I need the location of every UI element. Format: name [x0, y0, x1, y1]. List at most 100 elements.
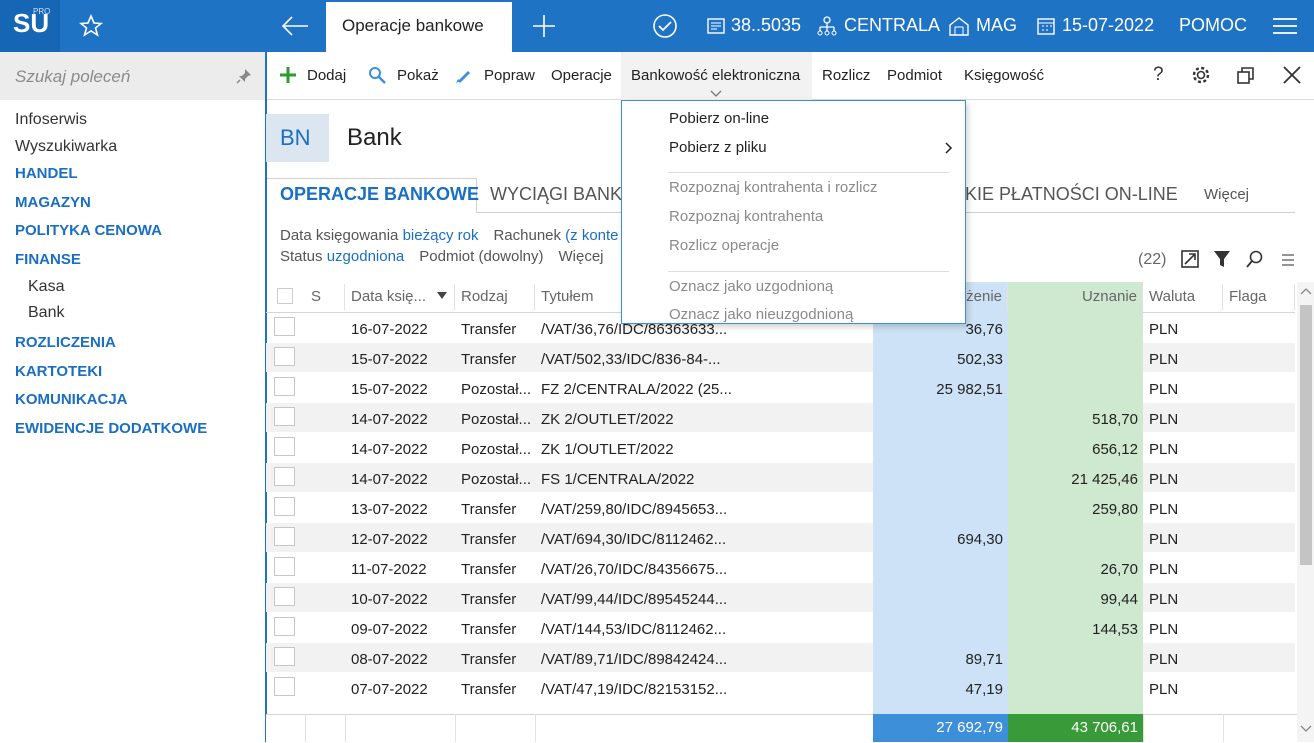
column-header[interactable]: Flaga — [1229, 288, 1267, 305]
table-cell: 14-07-2022 — [351, 441, 428, 458]
column-separator — [1142, 284, 1143, 310]
settings-icon[interactable] — [1191, 65, 1211, 85]
sidebar-item[interactable]: Infoserwis — [15, 111, 88, 128]
row-checkbox[interactable] — [274, 557, 295, 576]
filter-icon[interactable] — [1213, 250, 1231, 268]
more-icon[interactable] — [1281, 253, 1295, 267]
tab[interactable]: WYCIĄGI BANKO — [490, 184, 637, 204]
toolbar-item[interactable]: Rozlicz — [822, 67, 871, 84]
row-checkbox[interactable] — [274, 377, 295, 396]
company[interactable]: CENTRALA — [844, 15, 941, 35]
menu-item: Rozpoznaj kontrahenta i rozlicz — [669, 179, 878, 197]
row-stripe — [266, 523, 873, 552]
row-checkbox[interactable] — [274, 437, 295, 456]
menu-item: Rozlicz operacje — [669, 236, 780, 254]
menu-item[interactable]: Pobierz on-line — [669, 110, 770, 127]
hamburger-icon[interactable] — [1272, 16, 1298, 36]
row-checkbox[interactable] — [274, 347, 295, 366]
tab[interactable]: OPERACJE BANKOWE — [280, 184, 480, 204]
sidebar-item[interactable]: MAGAZYN — [15, 194, 91, 211]
sidebar-item[interactable]: FINANSE — [15, 251, 81, 268]
filter[interactable]: Data księgowania bieżący rok — [280, 227, 478, 244]
toolbar-item[interactable]: Podmiot — [887, 67, 943, 84]
table-cell: 26,70 — [1100, 561, 1138, 578]
toolbar-help[interactable]: ? — [1153, 64, 1164, 85]
row-checkbox[interactable] — [274, 317, 295, 336]
help-menu[interactable]: POMOC — [1179, 15, 1248, 35]
sidebar-item[interactable]: EWIDENCJE DODATKOWE — [15, 420, 208, 437]
table-cell: 656,12 — [1092, 441, 1138, 458]
row-checkbox[interactable] — [274, 467, 295, 486]
sidebar-item[interactable]: ROZLICZENIA — [15, 334, 116, 351]
pin-icon[interactable] — [236, 68, 252, 84]
row-checkbox[interactable] — [274, 497, 295, 516]
row-checkbox[interactable] — [274, 677, 295, 696]
doc-number[interactable]: 38..5035 — [731, 15, 802, 35]
warehouse[interactable]: MAG — [976, 15, 1018, 35]
column-header[interactable]: S — [311, 288, 322, 305]
row-stripe — [1143, 523, 1295, 552]
table-cell: 89,71 — [965, 651, 1003, 668]
row-checkbox[interactable] — [274, 647, 295, 666]
row-checkbox[interactable] — [274, 407, 295, 426]
table-cell: PLN — [1149, 381, 1179, 398]
sidebar-item[interactable]: KOMUNIKACJA — [15, 391, 128, 408]
tab[interactable]: KIE PŁATNOŚCI ON-LINE — [965, 184, 1178, 204]
header-checkbox[interactable] — [277, 288, 293, 304]
toolbar-item[interactable]: Księgowość — [964, 67, 1045, 84]
back-icon[interactable] — [280, 14, 310, 38]
active-tab-label[interactable]: Operacje bankowe — [342, 16, 484, 35]
toolbar-item[interactable]: Dodaj — [307, 67, 347, 84]
row-checkbox[interactable] — [274, 527, 295, 546]
filter[interactable]: Podmiot (dowolny) — [419, 248, 543, 265]
scroll-down[interactable] — [1300, 724, 1312, 734]
column-header[interactable]: Tytułem — [541, 288, 594, 305]
row-stripe — [266, 403, 873, 432]
sidebar-divider — [265, 52, 267, 742]
scrollbar-thumb[interactable] — [1300, 305, 1312, 565]
sidebar-item[interactable]: POLITYKA CENOWA — [15, 222, 162, 239]
new-tab-icon[interactable] — [532, 14, 556, 38]
column-header[interactable]: Uznanie — [1081, 288, 1137, 305]
sidebar-item[interactable]: Kasa — [28, 278, 65, 295]
toolbar-item[interactable]: Bankowość elektroniczna — [631, 67, 801, 84]
column-separator — [344, 284, 345, 310]
sidebar-item[interactable]: Wyszukiwarka — [15, 138, 118, 155]
toolbar-item[interactable]: Operacje — [551, 67, 612, 84]
filter-value[interactable]: bieżący rok — [402, 227, 479, 244]
tab[interactable]: Więcej — [1204, 186, 1250, 203]
filter-value[interactable]: (z konte — [565, 227, 619, 244]
scroll-up[interactable] — [1300, 286, 1312, 296]
menu-item[interactable]: Pobierz z pliku — [669, 138, 767, 156]
sidebar-item[interactable]: KARTOTEKI — [15, 363, 103, 380]
close-icon[interactable] — [1283, 66, 1301, 84]
date[interactable]: 15-07-2022 — [1062, 15, 1155, 35]
confirm-icon[interactable] — [652, 13, 678, 39]
filter-value[interactable]: uzgodniona — [326, 248, 405, 265]
row-checkbox[interactable] — [274, 617, 295, 636]
filter[interactable]: Więcej — [559, 248, 604, 265]
filter[interactable]: Status uzgodniona — [280, 248, 404, 265]
search-placeholder[interactable]: Szukaj poleceń — [15, 67, 131, 86]
sidebar-item[interactable]: Bank — [28, 304, 65, 321]
favorites-icon[interactable] — [79, 14, 103, 38]
restore-icon[interactable] — [1236, 66, 1256, 86]
menu-item: Rozpoznaj kontrahenta — [669, 208, 824, 226]
row-checkbox[interactable] — [274, 587, 295, 606]
filter-label: Więcej — [558, 248, 604, 265]
search-icon[interactable] — [1246, 250, 1264, 268]
export-icon[interactable] — [1181, 250, 1199, 268]
column-header[interactable]: Data księ... — [351, 288, 427, 305]
table-cell: /VAT/99,44/IDC/89545244... — [541, 591, 728, 608]
filter-label: Rachunek — [493, 227, 561, 244]
toolbar-item[interactable]: Popraw — [484, 67, 535, 84]
table-cell: 12-07-2022 — [351, 531, 428, 548]
filter[interactable]: Rachunek (z konte — [493, 227, 618, 244]
column-header[interactable]: żenie — [966, 288, 1002, 305]
sidebar-item[interactable]: HANDEL — [15, 165, 78, 182]
column-header[interactable]: Rodzaj — [461, 288, 508, 305]
row-stripe — [1143, 583, 1295, 612]
toolbar-item[interactable]: Pokaż — [397, 67, 439, 84]
column-header[interactable]: Waluta — [1149, 288, 1196, 305]
sort-icon[interactable] — [437, 292, 447, 300]
